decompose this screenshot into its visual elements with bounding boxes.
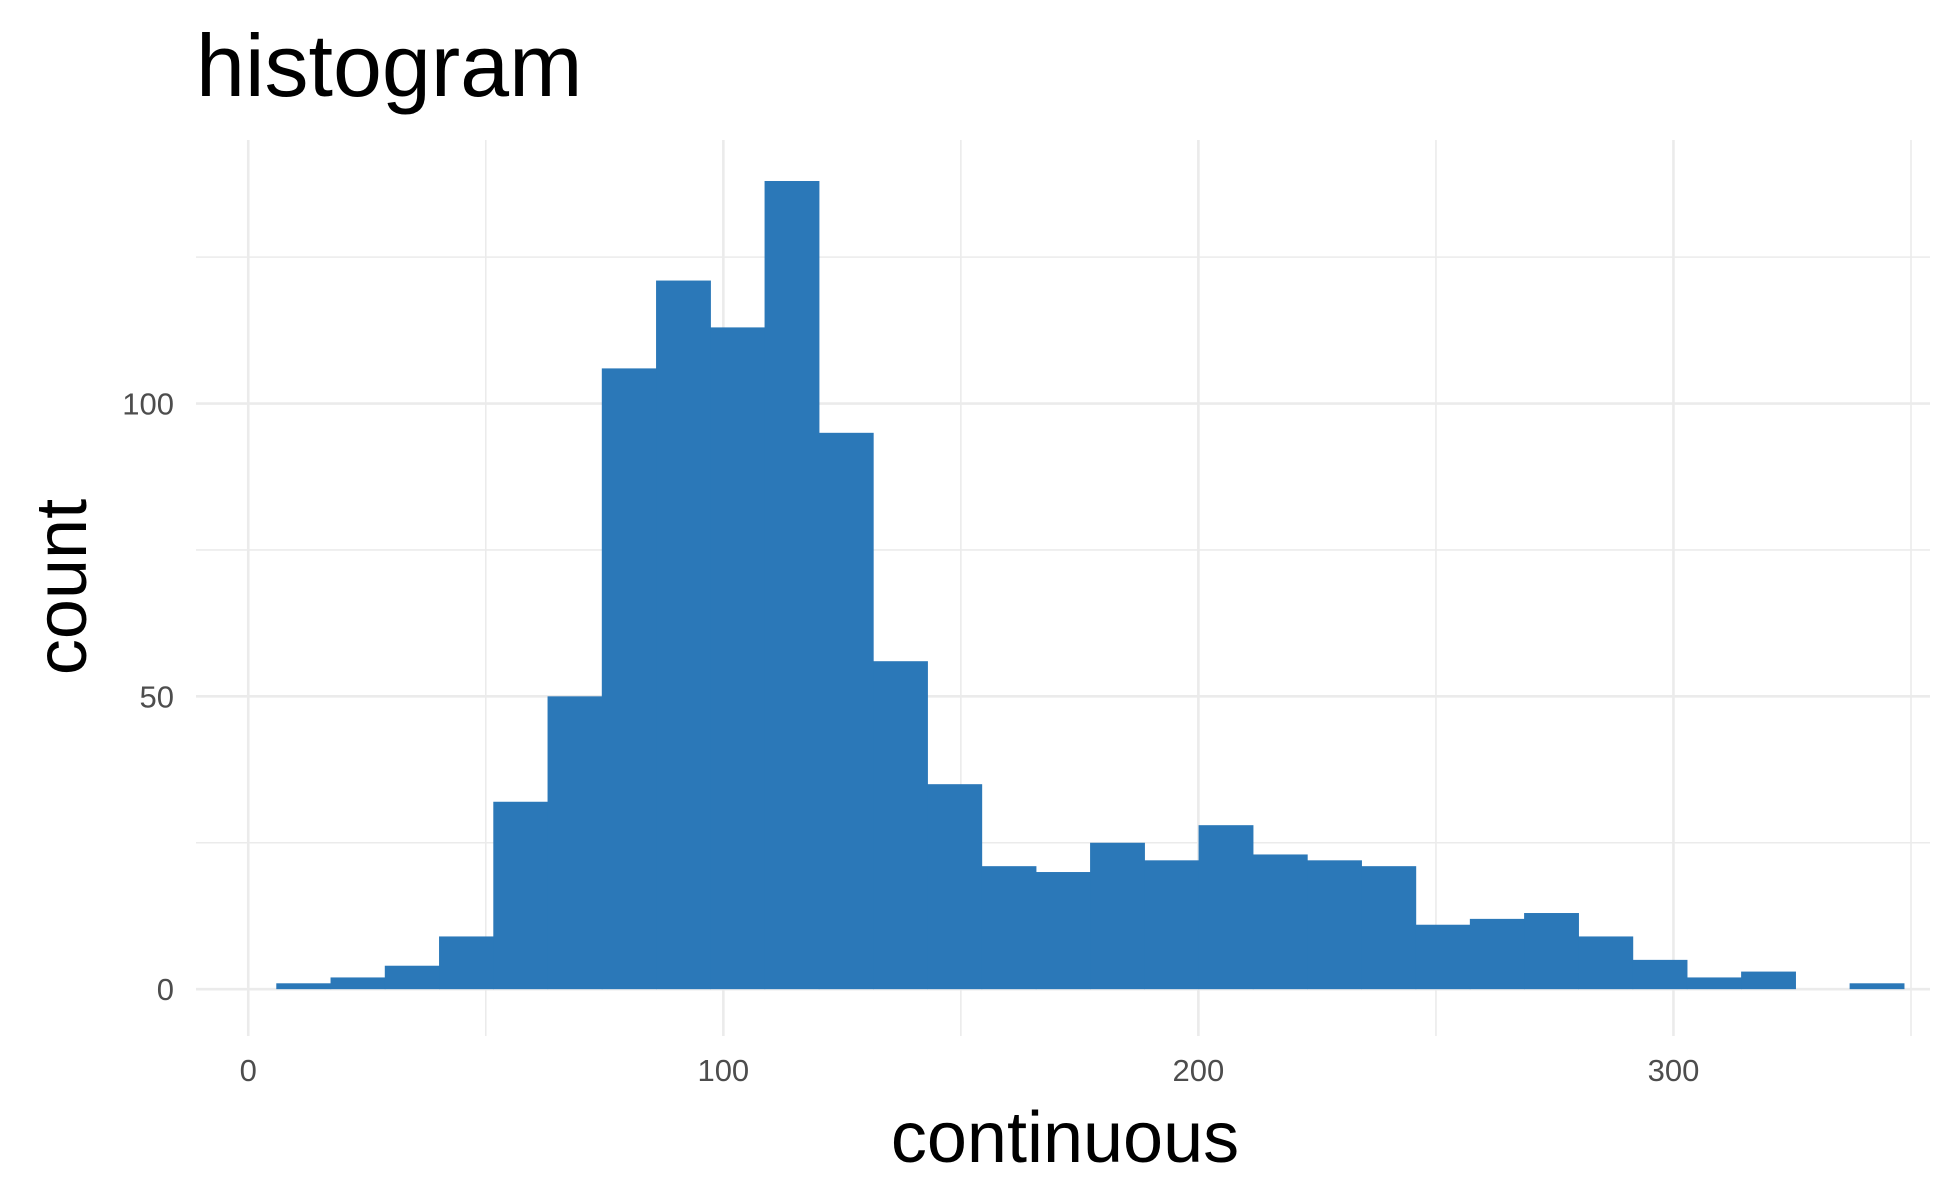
y-tick-label: 100	[122, 387, 174, 422]
histogram-bar	[1415, 924, 1471, 990]
y-tick-label: 0	[157, 972, 174, 1007]
histogram-bar	[656, 280, 711, 990]
histogram-bars	[276, 180, 1905, 990]
x-tick-label: 200	[1173, 1053, 1225, 1088]
histogram-bar	[493, 801, 549, 990]
histogram-bar	[1686, 977, 1742, 990]
histogram-bar	[1469, 918, 1525, 990]
x-tick-label: 0	[240, 1053, 257, 1088]
histogram-bar	[276, 983, 332, 990]
histogram-bar	[1090, 842, 1145, 990]
histogram-bar	[927, 784, 983, 990]
x-tick-label: 300	[1648, 1053, 1700, 1088]
histogram-bar	[1361, 866, 1417, 990]
histogram-bar	[384, 965, 440, 990]
chart-title: histogram	[196, 16, 582, 115]
histogram-bar	[710, 327, 766, 990]
x-tick-label: 100	[697, 1053, 749, 1088]
histogram-bar	[601, 368, 657, 990]
histogram-bar	[818, 432, 874, 990]
histogram-bar	[981, 866, 1037, 990]
histogram-bar	[1198, 825, 1254, 990]
histogram-bar	[1849, 983, 1905, 990]
histogram-bar	[547, 696, 603, 990]
histogram-bar	[1524, 913, 1579, 990]
histogram-bar	[1307, 860, 1362, 990]
histogram-bar	[1252, 854, 1308, 990]
histogram-bar	[439, 936, 494, 990]
histogram-bar	[1632, 959, 1688, 990]
histogram-bar	[330, 977, 386, 990]
histogram-bar	[1578, 936, 1634, 990]
y-axis-title: count	[22, 499, 102, 675]
histogram-bar	[1035, 872, 1091, 990]
x-axis-title: continuous	[891, 1098, 1239, 1178]
histogram-bar	[1144, 860, 1200, 990]
histogram-bar	[873, 661, 928, 990]
y-tick-label: 50	[140, 679, 174, 714]
histogram-bar	[1741, 971, 1796, 990]
tick-labels: 0 100 200 300 0 50 100	[122, 387, 1699, 1088]
histogram-bar	[764, 180, 820, 990]
